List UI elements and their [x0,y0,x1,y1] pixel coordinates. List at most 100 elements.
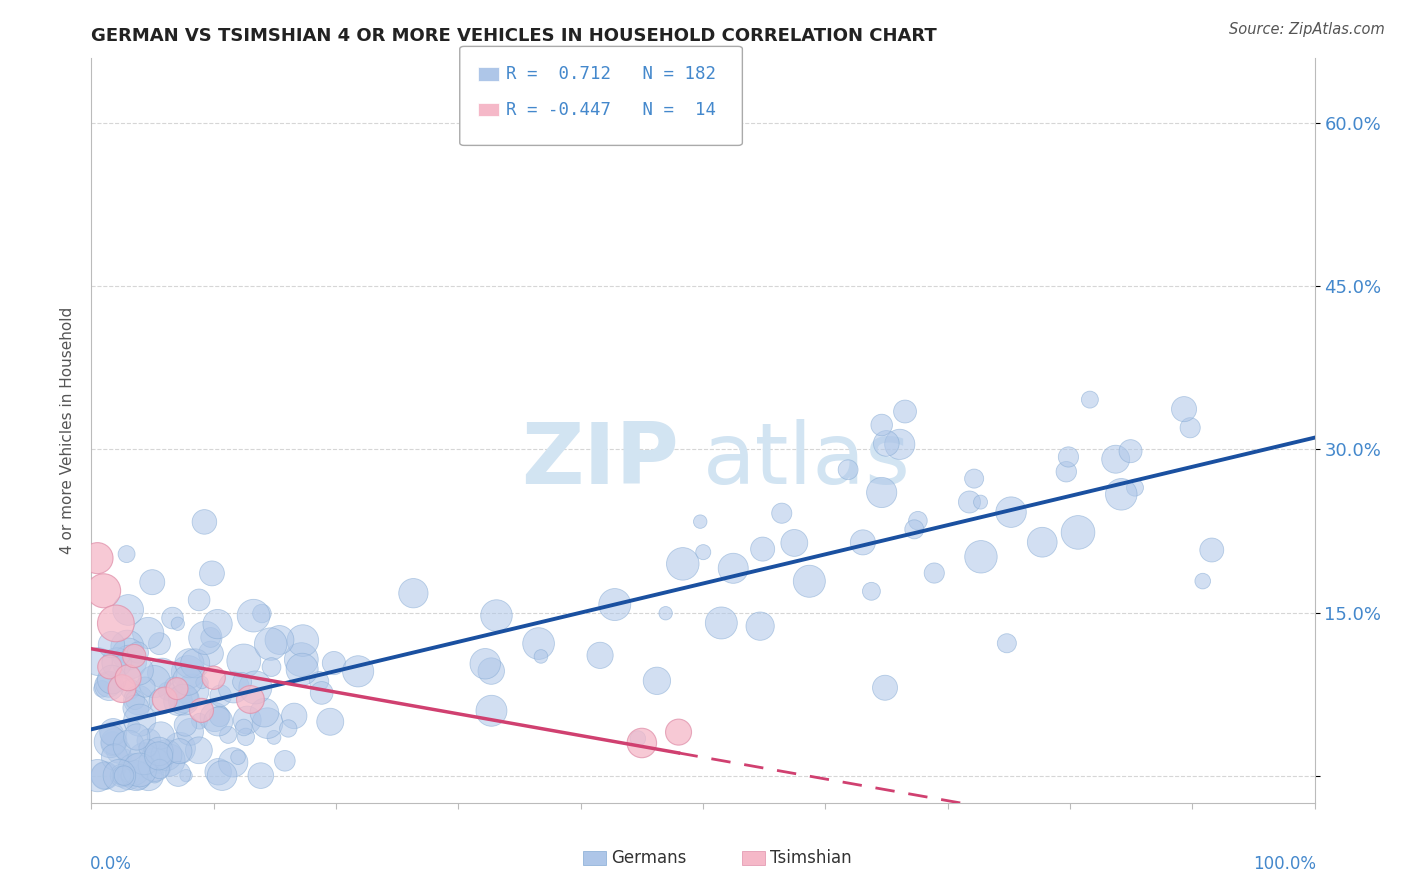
Point [907,514,929,528]
Point [603,598,626,612]
Point [87,655,110,669]
Point [870,485,893,500]
Point [1119,444,1142,458]
Point [209,689,232,703]
Point [190,703,212,717]
Point [970,549,993,564]
Text: GERMAN VS TSIMSHIAN 4 OR MORE VEHICLES IN HOUSEHOLD CORRELATION CHART: GERMAN VS TSIMSHIAN 4 OR MORE VEHICLES I… [91,28,938,45]
Text: 100.0%: 100.0% [1253,855,1316,873]
Point [103,734,125,748]
Point [222,756,245,770]
Point [283,709,305,723]
Point [402,586,425,600]
Point [127,769,149,783]
Point [120,769,142,783]
Point [710,615,733,630]
Point [148,752,170,766]
Point [770,506,793,520]
Point [100,638,122,652]
Point [308,674,330,689]
Point [115,769,138,783]
Point [112,769,135,783]
Point [169,741,191,756]
Point [969,495,991,509]
Point [134,680,156,694]
Point [689,515,711,529]
Text: R =  0.712   N = 182: R = 0.712 N = 182 [506,65,716,83]
Point [474,657,496,671]
Point [149,762,172,776]
Point [103,750,125,764]
Point [799,574,821,589]
Point [91,681,114,696]
Point [1191,574,1213,588]
Text: 0.0%: 0.0% [90,855,132,873]
Point [162,611,184,625]
Point [110,769,132,783]
Point [236,713,259,727]
Point [93,769,115,783]
Point [347,665,370,679]
Point [1000,505,1022,519]
Point [253,706,276,720]
Point [319,714,342,729]
Point [749,619,772,633]
Point [239,692,262,706]
Point [222,681,245,695]
Point [181,683,204,698]
Point [150,665,173,680]
Point [150,694,173,708]
Point [157,753,180,767]
Point [124,693,146,707]
Point [127,693,149,707]
Point [291,662,314,676]
Point [173,692,195,706]
Point [143,768,166,782]
Point [290,652,312,666]
Point [903,522,925,536]
Point [274,754,297,768]
Point [208,709,231,723]
Point [166,681,188,696]
Point [269,632,291,647]
Point [226,750,249,764]
Point [143,757,166,772]
Point [104,616,127,631]
Y-axis label: 4 or more Vehicles in Household: 4 or more Vehicles in Household [59,307,75,554]
Point [485,608,508,623]
Point [179,657,201,671]
Point [128,763,150,777]
Point [101,727,124,741]
Point [783,536,806,550]
Text: atlas: atlas [703,418,911,501]
Point [167,694,190,708]
Point [118,769,141,783]
Point [111,769,134,783]
Point [202,671,225,685]
Point [98,735,121,749]
Point [191,675,214,690]
Point [481,704,503,718]
Point [207,617,229,632]
Point [122,763,145,777]
Point [1078,392,1101,407]
Point [173,691,195,706]
Point [138,733,160,747]
Point [723,561,745,575]
Point [155,748,177,763]
Point [242,608,264,623]
Point [200,647,222,661]
Point [692,545,714,559]
Point [120,682,142,697]
Point [589,648,612,663]
Point [184,657,207,671]
Point [963,472,986,486]
Point [101,673,124,687]
Point [260,637,283,651]
Point [118,655,141,669]
Point [250,607,273,621]
Point [263,731,285,745]
Point [860,584,883,599]
Point [98,679,121,693]
Point [167,767,190,781]
